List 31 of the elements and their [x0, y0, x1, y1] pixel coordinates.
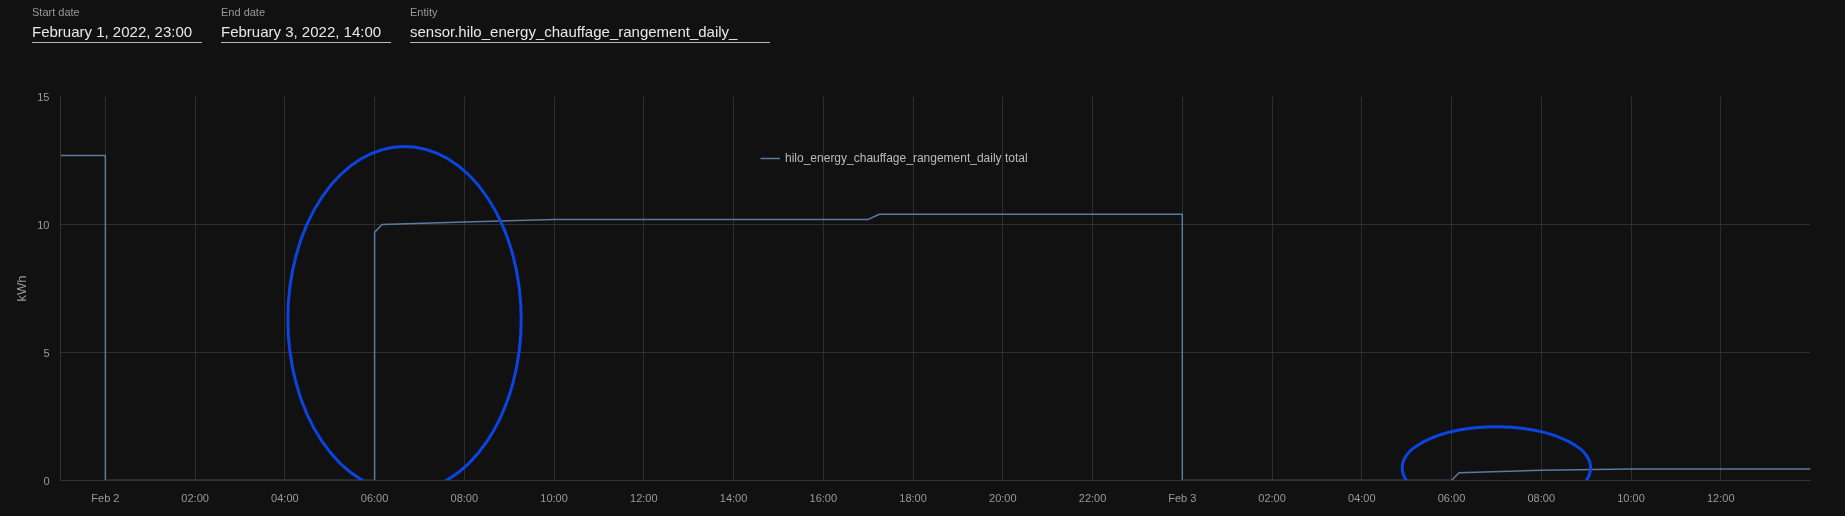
x-tick-label: 08:00 — [1527, 491, 1556, 504]
y-tick-label: 0 — [43, 474, 50, 487]
x-tick-label: 08:00 — [450, 491, 479, 504]
y-axis-title: kWh — [14, 275, 30, 302]
x-tick-label: 22:00 — [1078, 491, 1107, 504]
text: Entity — [410, 5, 439, 20]
x-tick-label: 12:00 — [1706, 491, 1735, 504]
x-tick-label: 18:00 — [899, 491, 927, 504]
text: February 3, 2022, 14:00 — [221, 20, 391, 44]
x-tick-label: 12:00 — [630, 491, 658, 504]
x-tick-label: 02:00 — [1258, 491, 1286, 504]
x-tick-label: Feb 3 — [1168, 491, 1197, 504]
text: End date — [221, 5, 267, 20]
text: Start date — [32, 5, 81, 20]
text: sensor.hilo_energy_chauffage_rangement_daily_ — [410, 20, 770, 44]
x-tick-label: 20:00 — [989, 491, 1017, 504]
y-tick-label: 5 — [43, 346, 50, 359]
legend-label: hilo_energy_chauffage_rangement_daily total — [785, 151, 1028, 165]
x-tick-label: 16:00 — [809, 491, 838, 504]
x-tick-label: 06:00 — [360, 491, 389, 504]
x-tick-label: Feb 2 — [91, 491, 120, 504]
x-tick-label: 10:00 — [1617, 491, 1645, 504]
x-tick-label: 02:00 — [181, 491, 209, 504]
text: February 1, 2022, 23:00 — [32, 20, 202, 44]
x-tick-label: 10:00 — [540, 491, 568, 504]
x-tick-label: 14:00 — [719, 491, 748, 504]
x-tick-label: 04:00 — [1348, 491, 1376, 504]
x-tick-label: 06:00 — [1437, 491, 1466, 504]
x-tick-label: 04:00 — [271, 491, 299, 504]
y-tick-label: 10 — [37, 218, 50, 231]
y-tick-label: 15 — [37, 90, 50, 103]
